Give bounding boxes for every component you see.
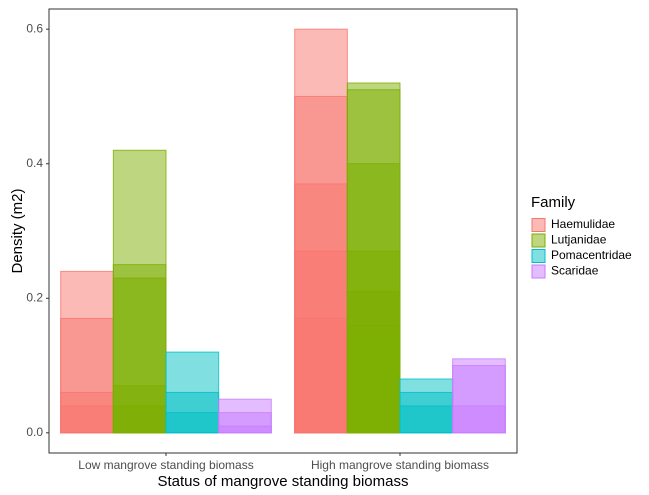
x-tick-label: High mangrove standing biomass bbox=[311, 458, 489, 472]
legend-key bbox=[531, 218, 546, 232]
x-axis-title: Status of mangrove standing biomass bbox=[158, 473, 409, 490]
legend-label: Lutjanidae bbox=[551, 233, 607, 247]
panel-border bbox=[48, 8, 518, 454]
y-axis-title: Density (m2) bbox=[9, 188, 26, 273]
bar bbox=[346, 324, 401, 434]
x-tick-label: Low mangrove standing biomass bbox=[78, 458, 253, 472]
legend-label: Haemulidae bbox=[551, 217, 615, 231]
y-tick-label: 0.0 bbox=[26, 425, 43, 439]
bar bbox=[165, 412, 220, 434]
y-tick-label: 0.4 bbox=[26, 156, 43, 170]
legend-key bbox=[531, 264, 546, 279]
legend-label: Pomacentridae bbox=[551, 248, 632, 262]
y-tick-label: 0.6 bbox=[26, 21, 43, 35]
legend-key bbox=[531, 249, 546, 263]
legend-title: Family bbox=[531, 194, 576, 211]
legend-label: Scaridae bbox=[551, 264, 599, 278]
bar bbox=[112, 405, 167, 434]
y-tick-label: 0.2 bbox=[26, 290, 43, 304]
bar bbox=[60, 405, 114, 434]
bar bbox=[218, 425, 272, 434]
legend-key bbox=[531, 233, 546, 248]
bar bbox=[399, 405, 454, 434]
bar bbox=[294, 317, 348, 434]
bar bbox=[452, 405, 506, 434]
